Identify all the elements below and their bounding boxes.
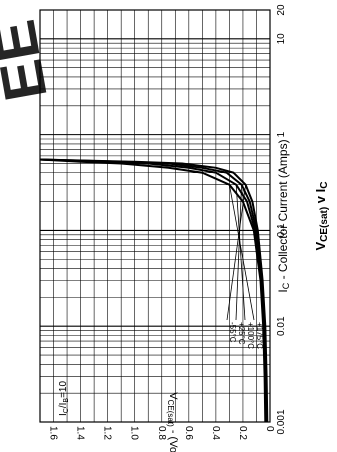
series-lines (39, 158, 269, 423)
chart-title: VCE(sat) v IC (313, 181, 330, 250)
x-tick-label: 0.1 (276, 223, 287, 237)
legend-leader (235, 184, 246, 321)
y-tick-label: 0.4 (210, 426, 221, 440)
x-tick-label: 1 (276, 131, 287, 137)
legend-label: +175°C (255, 322, 264, 349)
x-tick-label: 0.001 (276, 409, 287, 434)
legend-label: +25°C (237, 322, 246, 345)
y-tick-label: 0 (264, 426, 275, 432)
series-legend: -55°C +25°C +100°C +175°C (226, 184, 264, 349)
x-tick-label: 20 (276, 4, 287, 16)
legend-leader (235, 184, 242, 321)
watermark-logo: EE (0, 15, 60, 105)
plot-frame (39, 9, 271, 423)
legend-leader (229, 184, 255, 321)
legend-label: -55°C (228, 322, 237, 343)
y-tick-label: 1.4 (75, 426, 86, 440)
series-line (39, 158, 269, 423)
y-tick-label: 0.6 (183, 426, 194, 440)
y-tick-label: 0.8 (156, 426, 167, 440)
ratio-annotation: IC/IB=10 (58, 381, 70, 416)
x-tick-label: 0.01 (276, 316, 287, 336)
y-tick-label: 1.2 (102, 426, 113, 440)
y-tick-label: 1.6 (48, 426, 59, 440)
tick-labels: 0.001 0.01 0.1 1 10 20 0 0.2 0.4 0.6 0.8 1.0 1.2 1.4 1… (48, 4, 287, 440)
series-line (39, 158, 268, 423)
y-axis-label: VCE(sat) - (Volts) (166, 392, 179, 452)
y-tick-label: 0.2 (237, 426, 248, 440)
y-tick-label: 1.0 (129, 426, 140, 440)
legend-label: +100°C (246, 322, 255, 349)
legend-leader (226, 184, 247, 321)
x-tick-label: 10 (276, 33, 287, 45)
series-line (39, 158, 267, 423)
x-axis-label: IC - Collector Current (Amps) (276, 139, 291, 292)
